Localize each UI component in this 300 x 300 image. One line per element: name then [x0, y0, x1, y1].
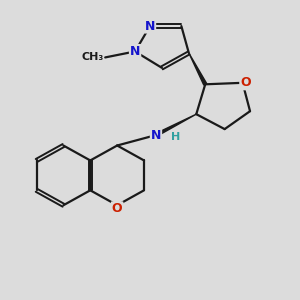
- Text: N: N: [145, 20, 155, 33]
- Text: O: O: [112, 202, 122, 215]
- Text: H: H: [171, 133, 180, 142]
- Text: N: N: [151, 129, 161, 142]
- Text: CH₃: CH₃: [82, 52, 104, 62]
- Text: N: N: [130, 45, 140, 58]
- Text: O: O: [240, 76, 251, 89]
- Polygon shape: [155, 114, 196, 136]
- Polygon shape: [189, 53, 207, 85]
